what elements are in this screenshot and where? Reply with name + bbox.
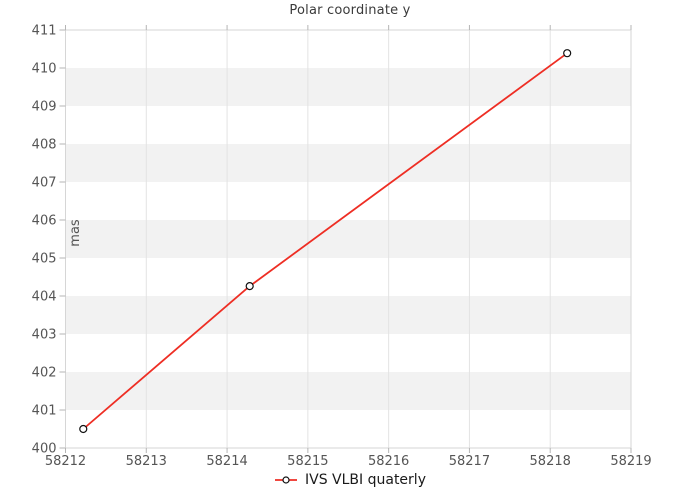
x-tick-label: 58212 bbox=[45, 454, 86, 469]
y-tick-label: 404 bbox=[32, 290, 57, 305]
y-tick-label: 410 bbox=[32, 62, 57, 77]
y-tick-label: 401 bbox=[32, 404, 57, 419]
y-tick-label: 402 bbox=[32, 366, 57, 381]
x-tick-label: 58218 bbox=[530, 454, 571, 469]
chart-title: Polar coordinate y bbox=[289, 3, 411, 18]
y-tick-label: 411 bbox=[32, 24, 57, 39]
y-tick-label: 408 bbox=[32, 138, 57, 153]
y-tick-label: 406 bbox=[32, 214, 57, 229]
legend: IVS VLBI quaterly bbox=[0, 472, 700, 488]
data-point bbox=[563, 49, 572, 58]
x-tick-label: 58217 bbox=[449, 454, 490, 469]
band bbox=[65, 106, 631, 144]
band bbox=[65, 258, 631, 296]
y-axis-label: mas bbox=[68, 219, 83, 247]
data-point bbox=[245, 282, 254, 291]
data-point bbox=[79, 424, 88, 434]
band bbox=[65, 372, 631, 410]
plot-border bbox=[65, 29, 632, 449]
band bbox=[65, 220, 631, 258]
x-tick-label: 58213 bbox=[126, 454, 167, 469]
x-tick-label: 58219 bbox=[610, 454, 651, 469]
y-tick-label: 407 bbox=[32, 176, 57, 191]
band bbox=[65, 334, 631, 372]
y-tick-label: 409 bbox=[32, 100, 57, 115]
y-tick-label: 405 bbox=[32, 252, 57, 267]
legend-line-marker-icon bbox=[275, 476, 297, 484]
x-tick-label: 58216 bbox=[368, 454, 409, 469]
band bbox=[65, 144, 631, 182]
legend-label: IVS VLBI quaterly bbox=[305, 472, 426, 488]
band bbox=[65, 30, 631, 68]
y-tick-label: 400 bbox=[32, 442, 57, 457]
band bbox=[65, 68, 631, 106]
band bbox=[65, 410, 631, 448]
x-tick-label: 58215 bbox=[287, 454, 328, 469]
band bbox=[65, 296, 631, 334]
x-tick-label: 58214 bbox=[206, 454, 247, 469]
y-tick-label: 403 bbox=[32, 328, 57, 343]
